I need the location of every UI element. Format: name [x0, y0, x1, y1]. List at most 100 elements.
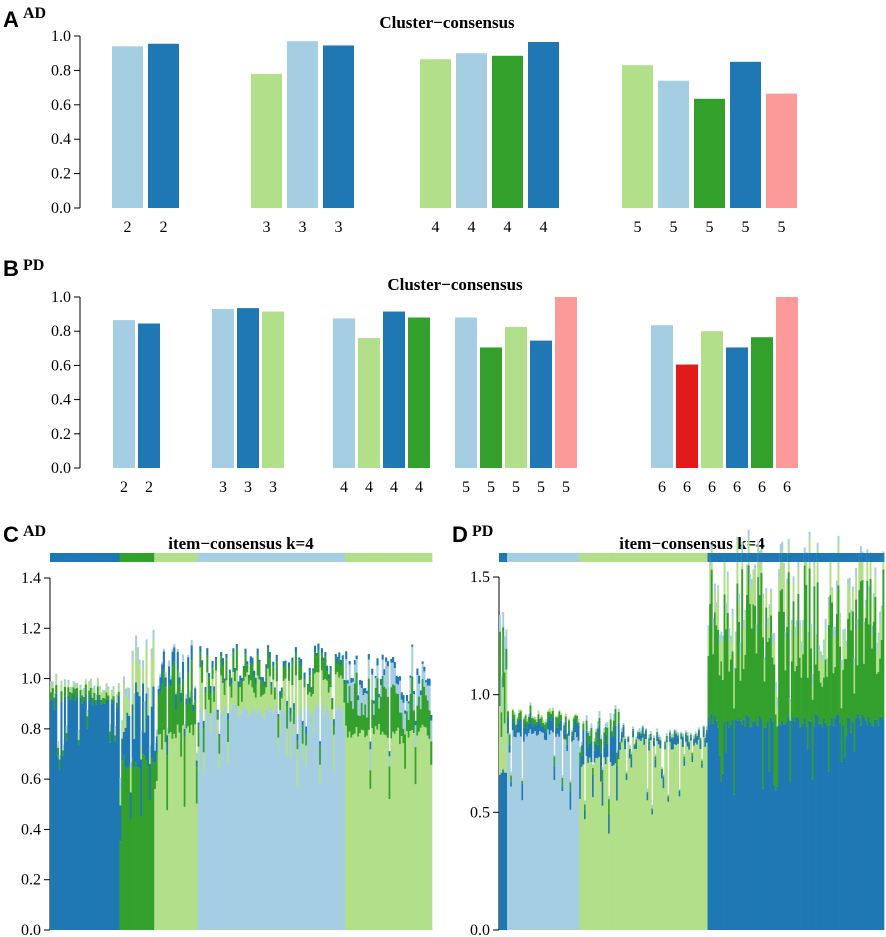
item-bar-segment [752, 572, 755, 605]
membership-strip-cell [58, 553, 61, 562]
item-bar-segment [341, 655, 344, 660]
item-bar-segment [664, 741, 667, 745]
item-bar-segment [114, 728, 117, 736]
item-bar-segment [379, 734, 382, 930]
item-bar-segment [657, 744, 660, 930]
item-bar-segment [195, 760, 198, 768]
item-bar-segment [119, 790, 122, 806]
item-bar-segment [723, 561, 726, 595]
membership-strip-cell [155, 553, 159, 562]
item-bar-segment [604, 764, 607, 930]
item-bar-segment [763, 661, 766, 682]
item-bar-segment [550, 730, 553, 930]
item-bar-segment [204, 686, 207, 694]
item-bar-segment [633, 743, 636, 745]
item-bar-segment [845, 736, 848, 930]
item-bar-segment [515, 730, 517, 738]
membership-strip-cell [691, 553, 694, 562]
membership-strip-cell [879, 553, 882, 562]
item-bar-segment [531, 717, 534, 724]
chart-b: 0.00.20.40.60.81.02 2 3 3 3 4 4 4 4 5 5 5 5 5 6 6 6 6 6 6 [51, 289, 798, 496]
item-bar-segment [632, 730, 635, 738]
membership-strip-cell [218, 553, 221, 562]
membership-strip-cell [553, 553, 556, 562]
membership-strip-cell [680, 553, 683, 562]
item-bar-segment [355, 659, 358, 673]
item-bar-segment [261, 677, 264, 682]
membership-strip-cell [850, 553, 853, 562]
item-bar-segment [848, 587, 851, 613]
item-bar-segment [272, 679, 275, 714]
item-bar-segment [319, 745, 322, 765]
item-bar-segment [142, 754, 145, 930]
item-bar-segment [718, 644, 721, 676]
membership-strip-cell [128, 553, 131, 562]
item-bar-segment [720, 781, 723, 930]
item-bar-segment [338, 658, 341, 678]
membership-strip-cell [171, 553, 174, 562]
chart-d: 0.00.51.01.5 [470, 529, 885, 937]
item-bar-segment [294, 647, 297, 653]
item-bar-segment [74, 700, 77, 930]
item-bar-segment [598, 756, 601, 930]
item-bar-segment [757, 726, 760, 930]
item-bar-segment [644, 728, 647, 730]
item-bar-segment [360, 680, 363, 688]
item-bar-segment [774, 790, 777, 930]
item-bar-segment [545, 722, 548, 733]
item-bar-segment [232, 648, 235, 653]
item-bar-segment [168, 733, 171, 930]
item-bar-segment [157, 688, 160, 695]
item-bar-segment [784, 632, 787, 638]
item-bar-segment [659, 748, 662, 930]
item-bar-segment [696, 737, 699, 745]
membership-strip-cell [70, 553, 73, 562]
item-bar-segment [818, 645, 821, 653]
membership-strip-cell [686, 553, 689, 562]
item-bar-segment [853, 751, 856, 930]
item-bar-segment [638, 728, 641, 732]
item-bar-segment [556, 727, 559, 734]
item-bar-segment [746, 594, 748, 715]
item-bar-segment [704, 739, 707, 747]
membership-strip-cell [305, 553, 308, 562]
item-bar-segment [620, 734, 623, 743]
item-bar-segment [683, 758, 686, 766]
item-bar-segment [109, 731, 112, 743]
item-bar-segment [69, 687, 72, 689]
item-bar-segment [246, 710, 249, 930]
membership-strip-cell [175, 553, 178, 562]
item-bar-segment [832, 636, 835, 674]
item-bar-segment [232, 652, 235, 672]
item-bar-segment [705, 725, 708, 730]
bar-a-k2-1 [112, 46, 143, 208]
item-bar-segment [379, 679, 382, 686]
membership-strip-cell [352, 553, 355, 562]
item-bar-segment [540, 732, 543, 930]
item-bar-segment [850, 609, 853, 614]
item-bar-segment [853, 666, 856, 694]
item-bar-segment [114, 735, 117, 743]
membership-strip-cell [96, 553, 99, 562]
membership-strip-cell [661, 553, 663, 562]
membership-strip-cell [601, 553, 604, 562]
item-bar-segment [216, 719, 219, 739]
item-bar-segment [579, 752, 582, 765]
item-bar-segment [260, 715, 263, 930]
bar-a-k5-2 [658, 80, 689, 208]
item-bar-segment [72, 687, 75, 693]
item-bar-segment [258, 659, 261, 662]
item-bar-segment [572, 727, 575, 740]
membership-strip-cell [301, 553, 304, 562]
panel-b-title: Cluster−consensus [387, 275, 523, 294]
item-bar-segment [221, 664, 224, 684]
item-bar-segment [315, 704, 318, 930]
item-bar-segment [74, 685, 77, 689]
item-bar-segment [282, 667, 285, 681]
item-bar-segment [879, 716, 882, 930]
item-bar-segment [673, 729, 676, 731]
item-bar-segment [148, 751, 152, 764]
item-bar-segment [256, 655, 259, 676]
x-tick-label: 3 [269, 479, 277, 496]
membership-strip-cell [670, 553, 673, 562]
